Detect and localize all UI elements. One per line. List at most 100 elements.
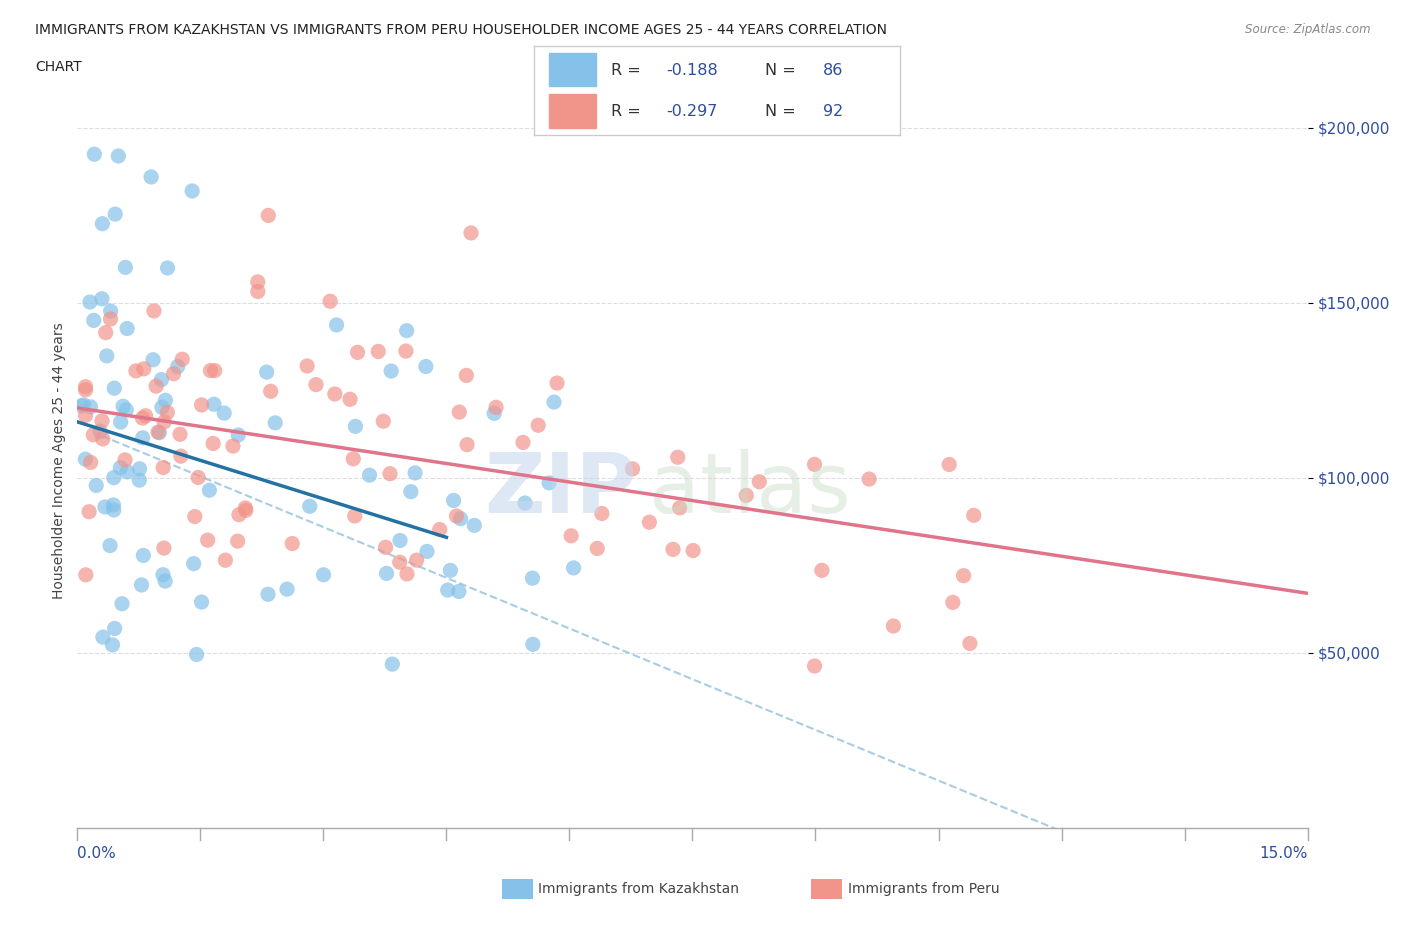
- Point: [103, 471, 125, 485]
- Point: [94, 326, 117, 340]
- Point: [190, 594, 212, 609]
- Point: [197, 533, 219, 548]
- Point: [339, 392, 361, 406]
- Point: [373, 414, 395, 429]
- Point: [128, 472, 150, 487]
- Point: [735, 488, 758, 503]
- Point: [449, 405, 471, 419]
- Point: [143, 303, 166, 318]
- Point: [73, 397, 96, 412]
- Point: [132, 431, 155, 445]
- Point: [395, 324, 418, 339]
- Point: [148, 425, 170, 440]
- Point: [114, 260, 136, 275]
- Point: [298, 498, 321, 513]
- Point: [75, 452, 97, 467]
- Point: [344, 418, 367, 433]
- Point: [748, 474, 770, 489]
- Point: [170, 449, 193, 464]
- Point: [115, 464, 138, 479]
- Point: [152, 460, 174, 475]
- Point: [84, 478, 107, 493]
- Point: [522, 571, 544, 586]
- Point: [560, 528, 582, 543]
- Bar: [548, 94, 596, 127]
- Point: [82, 428, 104, 443]
- Point: [204, 363, 226, 378]
- Point: [214, 552, 236, 567]
- Point: [156, 260, 179, 275]
- Point: [104, 621, 127, 636]
- Point: [485, 400, 508, 415]
- Point: [963, 508, 986, 523]
- Point: [107, 149, 129, 164]
- Point: [342, 451, 364, 466]
- Point: [959, 636, 981, 651]
- Point: [591, 506, 613, 521]
- Point: [319, 294, 342, 309]
- Point: [226, 534, 249, 549]
- Point: [155, 392, 177, 407]
- Point: [128, 461, 150, 476]
- Point: [153, 540, 176, 555]
- Point: [952, 568, 974, 583]
- Point: [187, 470, 209, 485]
- Point: [513, 496, 536, 511]
- Point: [183, 556, 205, 571]
- Point: [91, 432, 114, 446]
- Point: [257, 208, 280, 223]
- Point: [512, 435, 534, 450]
- Point: [75, 382, 97, 397]
- Point: [212, 405, 235, 420]
- Point: [416, 544, 439, 559]
- Point: [405, 552, 427, 567]
- Point: [389, 533, 412, 548]
- Text: IMMIGRANTS FROM KAZAKHSTAN VS IMMIGRANTS FROM PERU HOUSEHOLDER INCOME AGES 25 - : IMMIGRANTS FROM KAZAKHSTAN VS IMMIGRANTS…: [35, 23, 887, 37]
- Point: [260, 384, 283, 399]
- Point: [938, 457, 960, 472]
- Point: [404, 466, 426, 481]
- Point: [246, 284, 269, 299]
- Point: [131, 411, 153, 426]
- Point: [132, 362, 155, 377]
- Point: [381, 657, 404, 671]
- Point: [90, 291, 112, 306]
- Bar: [548, 53, 596, 86]
- Point: [115, 403, 138, 418]
- Point: [226, 428, 249, 443]
- Point: [202, 397, 225, 412]
- Point: [281, 536, 304, 551]
- Point: [235, 503, 257, 518]
- Point: [91, 414, 114, 429]
- Point: [463, 518, 485, 533]
- Text: Immigrants from Kazakhstan: Immigrants from Kazakhstan: [538, 882, 740, 897]
- Point: [96, 349, 118, 364]
- Point: [103, 380, 125, 395]
- Point: [156, 405, 179, 419]
- Point: [446, 509, 468, 524]
- Point: [114, 453, 136, 468]
- Point: [264, 416, 287, 431]
- Point: [79, 399, 101, 414]
- Point: [375, 566, 398, 581]
- Text: R =: R =: [612, 63, 645, 78]
- Point: [79, 295, 101, 310]
- Point: [367, 344, 389, 359]
- Point: [145, 379, 167, 393]
- Point: [111, 596, 134, 611]
- Text: R =: R =: [612, 104, 645, 119]
- Point: [131, 578, 153, 592]
- Point: [456, 368, 478, 383]
- Point: [228, 507, 250, 522]
- Point: [546, 376, 568, 391]
- Point: [276, 581, 298, 596]
- Point: [94, 499, 117, 514]
- Text: Immigrants from Peru: Immigrants from Peru: [848, 882, 1000, 897]
- Point: [359, 468, 381, 483]
- Point: [803, 457, 825, 472]
- Point: [343, 509, 366, 524]
- Point: [75, 567, 97, 582]
- Point: [378, 466, 401, 481]
- Point: [150, 372, 173, 387]
- Text: 86: 86: [823, 63, 844, 78]
